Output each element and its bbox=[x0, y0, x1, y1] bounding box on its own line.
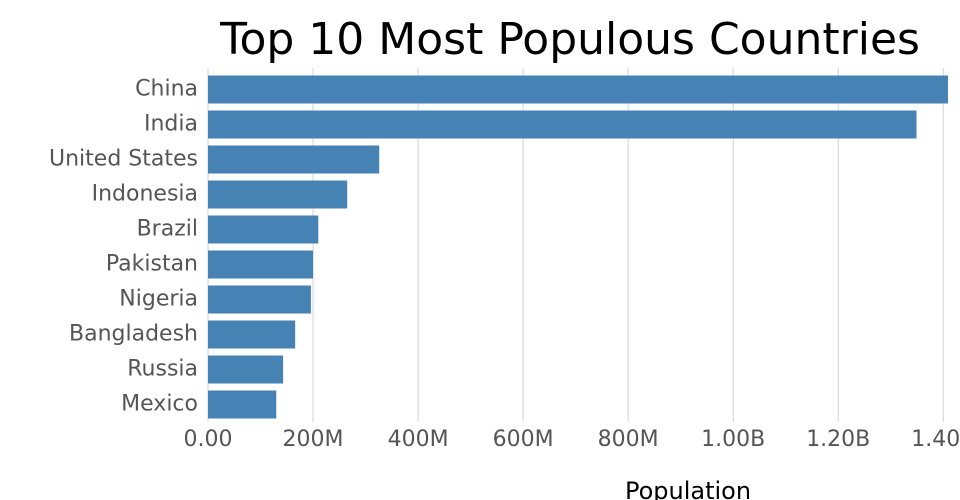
bar bbox=[208, 75, 948, 104]
bar bbox=[208, 180, 348, 209]
bar bbox=[208, 145, 380, 174]
x-tick-label: 200M bbox=[283, 427, 344, 452]
bar bbox=[208, 110, 917, 139]
bar bbox=[208, 250, 314, 279]
bar bbox=[208, 355, 284, 384]
x-tick-label: 0.00 bbox=[184, 427, 233, 452]
y-tick-label: United States bbox=[49, 147, 198, 172]
y-tick-label: China bbox=[135, 77, 198, 102]
y-tick-label: Pakistan bbox=[106, 252, 198, 277]
bar bbox=[208, 285, 311, 314]
y-tick-label: Nigeria bbox=[119, 287, 198, 312]
x-tick-label: 800M bbox=[598, 427, 659, 452]
chart-title: Top 10 Most Populous Countries bbox=[219, 14, 920, 65]
x-tick-label: 1.00B bbox=[701, 427, 765, 452]
x-tick-label: 1.20B bbox=[806, 427, 870, 452]
bar bbox=[208, 390, 277, 419]
y-tick-label: Bangladesh bbox=[69, 322, 198, 347]
y-tick-label: Indonesia bbox=[92, 182, 198, 207]
y-tick-label: Russia bbox=[127, 357, 198, 382]
x-axis-label: Population bbox=[625, 477, 751, 500]
x-tick-label: 600M bbox=[493, 427, 554, 452]
bar bbox=[208, 215, 319, 244]
x-tick-label: 1.40B bbox=[911, 427, 960, 452]
y-tick-label: Mexico bbox=[121, 392, 198, 417]
x-tick-label: 400M bbox=[388, 427, 449, 452]
bar bbox=[208, 320, 296, 349]
y-tick-label: India bbox=[144, 112, 198, 137]
y-tick-label: Brazil bbox=[137, 217, 198, 242]
